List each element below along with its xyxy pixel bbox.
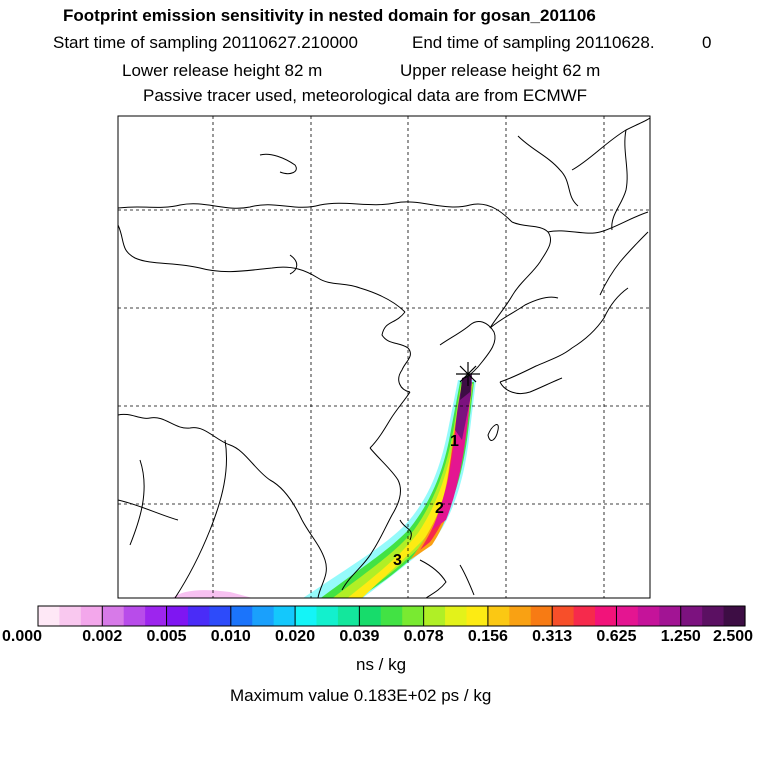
colorbar-swatch — [80, 606, 103, 626]
tracer-info: Passive tracer used, meteorological data… — [143, 86, 588, 105]
colorbar-tick-label: 1.250 — [660, 628, 701, 645]
colorbar-swatch — [552, 606, 575, 626]
colorbar-swatch — [166, 606, 189, 626]
colorbar-swatch — [530, 606, 553, 626]
colorbar-swatch — [702, 606, 725, 626]
colorbar-swatch — [680, 606, 703, 626]
colorbar-swatch — [466, 606, 489, 626]
maximum-value: Maximum value 0.183E+02 ps / kg — [230, 686, 492, 705]
start-time-label: Start time of sampling 20110627.210000 — [53, 33, 358, 52]
colorbar-swatch — [573, 606, 596, 626]
time-label-3: 3 — [393, 552, 402, 569]
colorbar-swatch — [487, 606, 510, 626]
star-icon — [456, 362, 480, 386]
colorbar-swatch — [509, 606, 532, 626]
colorbar-tick-label: 0.010 — [210, 628, 251, 645]
time-label-2: 2 — [435, 500, 444, 517]
colorbar-swatch — [38, 606, 61, 626]
colorbar-swatch — [187, 606, 210, 626]
colorbar-swatch — [145, 606, 168, 626]
colorbar-tick-label: 2.500 — [712, 628, 754, 645]
map-frame — [117, 115, 651, 599]
colorbar-units: ns / kg — [356, 655, 407, 674]
colorbar-swatch — [616, 606, 639, 626]
end-time-suffix: 0 — [702, 33, 712, 52]
colorbar-tick-label: 0.002 — [82, 628, 123, 645]
colorbar-swatch — [123, 606, 146, 626]
colorbar-tick-label: 0.000 — [1, 628, 43, 645]
colorbar-swatch — [637, 606, 660, 626]
graticule — [118, 116, 650, 598]
colorbar-swatch — [595, 606, 618, 626]
colorbar-swatch — [252, 606, 275, 626]
colorbar-tick-label: 0.625 — [596, 628, 637, 645]
page-title: Footprint emission sensitivity in nested… — [63, 6, 596, 25]
colorbar-tick-label: 0.078 — [403, 628, 444, 645]
colorbar-swatch — [723, 606, 746, 626]
colorbar-swatch — [337, 606, 360, 626]
colorbar-tick-label: 0.156 — [467, 628, 508, 645]
colorbar-swatch — [423, 606, 446, 626]
colorbar-swatch — [230, 606, 253, 626]
colorbar-tick-label: 0.313 — [532, 628, 573, 645]
colorbar-swatch — [209, 606, 232, 626]
time-label-1: 1 — [450, 433, 459, 450]
colorbar-swatch — [402, 606, 425, 626]
footprint-plume — [172, 374, 476, 598]
colorbar-swatch — [445, 606, 468, 626]
colorbar-swatch — [295, 606, 318, 626]
upper-release-height: Upper release height 62 m — [400, 61, 601, 80]
colorbar-swatch — [102, 606, 125, 626]
colorbar-tick-label: 0.039 — [339, 628, 380, 645]
end-time-label: End time of sampling 20110628. — [412, 33, 655, 52]
colorbar-tick-label: 0.020 — [275, 628, 316, 645]
colorbar-swatch — [380, 606, 403, 626]
colorbar-swatch — [316, 606, 339, 626]
coastlines — [118, 117, 650, 598]
colorbar-swatch — [359, 606, 382, 626]
colorbar-swatch — [273, 606, 296, 626]
lower-release-height: Lower release height 82 m — [122, 61, 323, 80]
colorbar-tick-label: 0.005 — [146, 628, 187, 645]
colorbar-swatch — [659, 606, 682, 626]
colorbar-swatch — [59, 606, 82, 626]
